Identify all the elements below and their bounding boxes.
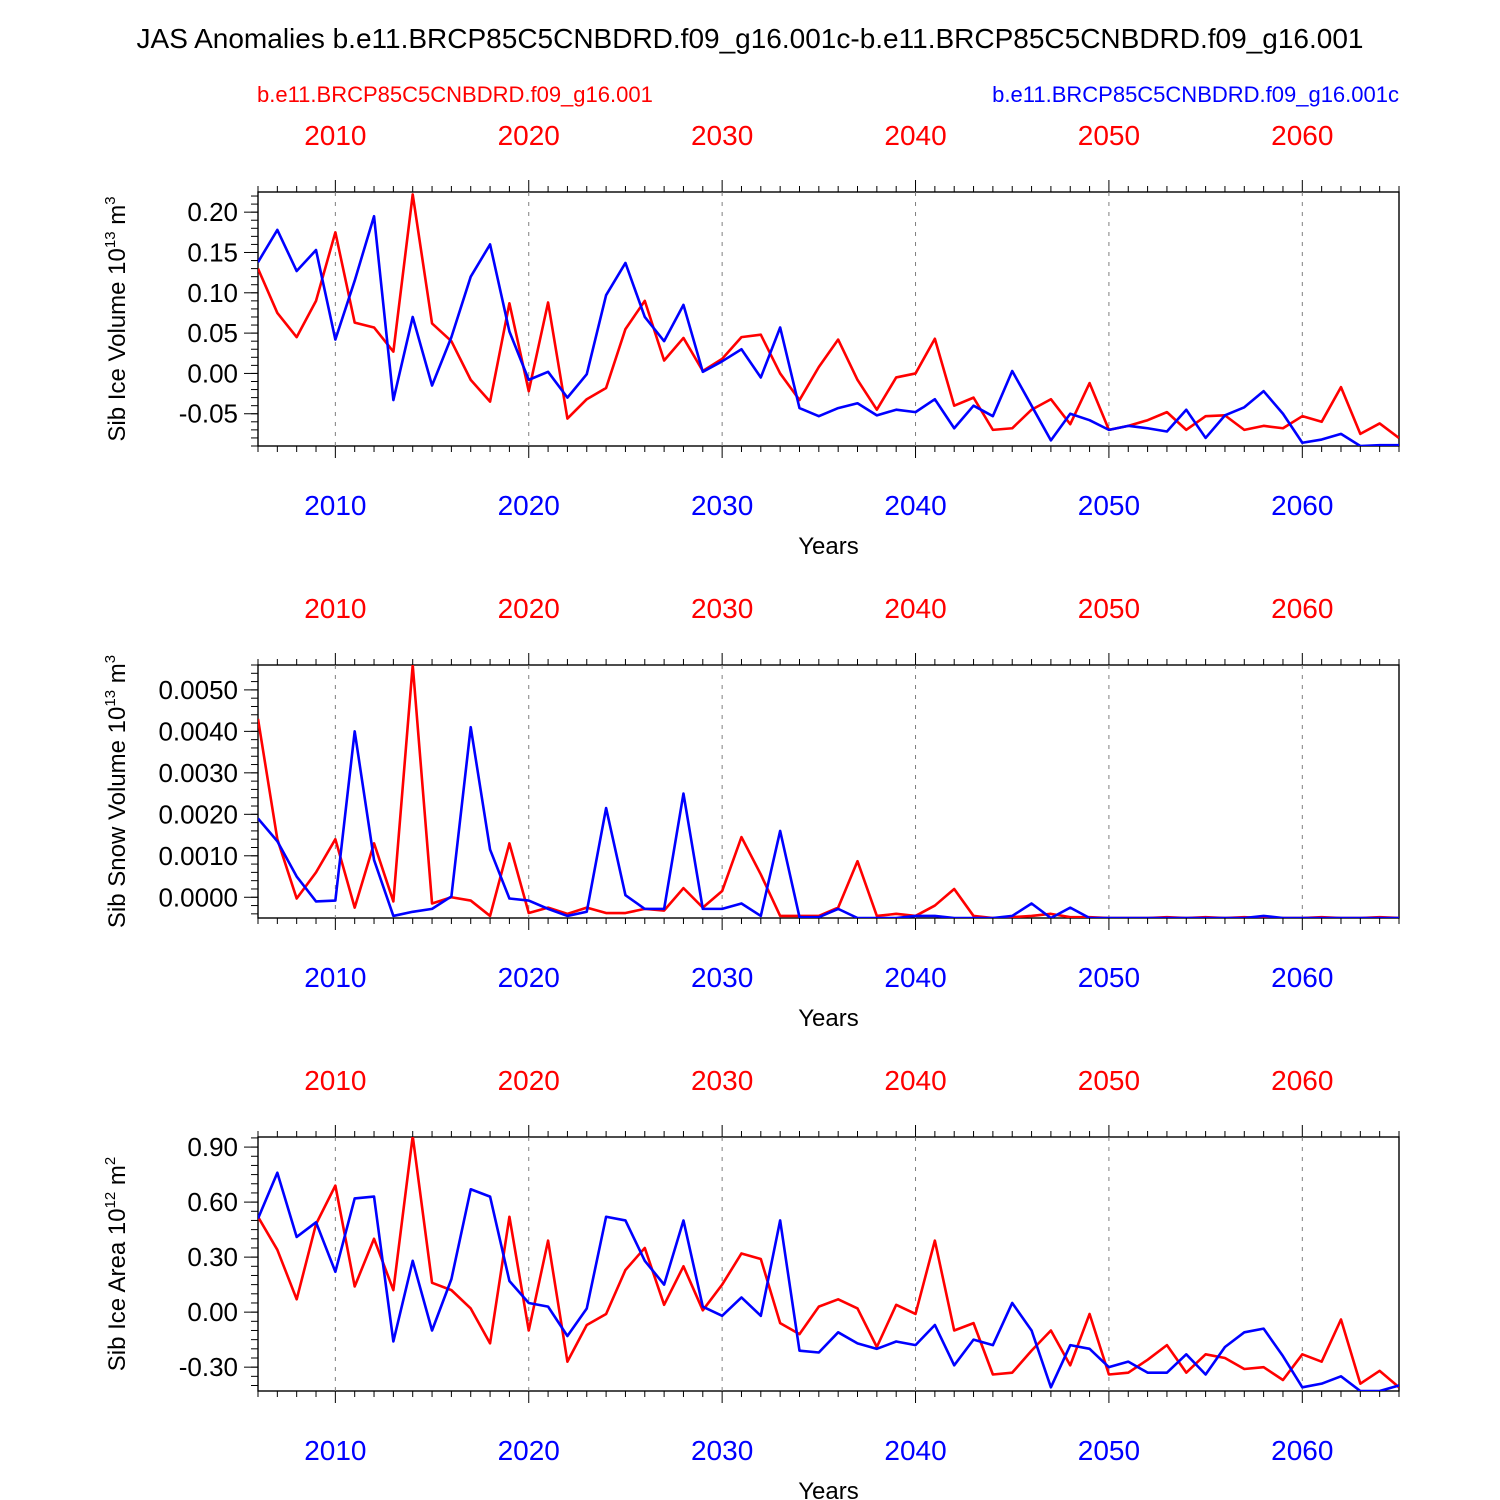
y-tick-label: -0.30 <box>179 1352 238 1382</box>
y-tick-label: 0.60 <box>187 1187 238 1217</box>
y-axis-label: Sib Ice Volume 1013 m3 <box>102 196 131 441</box>
series-line-red <box>258 193 1399 439</box>
x-tick-label-top: 2050 <box>1078 1065 1140 1096</box>
x-tick-label-bottom: 2050 <box>1078 1435 1140 1466</box>
series-line-red <box>258 665 1399 918</box>
x-tick-label-top: 2010 <box>304 1065 366 1096</box>
legend-blue-label: b.e11.BRCP85C5CNBDRD.f09_g16.001c <box>992 82 1399 107</box>
y-tick-label: 0.05 <box>187 318 238 348</box>
y-tick-label: 0.90 <box>187 1132 238 1162</box>
x-tick-label-top: 2060 <box>1271 593 1333 624</box>
x-tick-label-top: 2020 <box>498 593 560 624</box>
x-tick-label-top: 2040 <box>884 593 946 624</box>
y-tick-label: 0.00 <box>187 1297 238 1327</box>
y-tick-label: -0.05 <box>179 399 238 429</box>
x-tick-label-top: 2030 <box>691 120 753 151</box>
x-tick-label-bottom: 2020 <box>498 490 560 521</box>
x-tick-label-top: 2050 <box>1078 593 1140 624</box>
panel-2: 0.0050 0.0040 0.0030 0.0020 0.0010 0.0000 2010… <box>102 593 1400 1032</box>
series-line-red <box>258 1137 1399 1389</box>
x-tick-label-bottom: 2010 <box>304 1435 366 1466</box>
series-line-blue <box>258 1171 1399 1391</box>
x-tick-label-top: 2040 <box>884 1065 946 1096</box>
x-tick-label-bottom: 2030 <box>691 490 753 521</box>
x-tick-label-bottom: 2050 <box>1078 490 1140 521</box>
x-tick-label-top: 2020 <box>498 1065 560 1096</box>
plot-frame <box>257 1136 1400 1392</box>
legend-red-label: b.e11.BRCP85C5CNBDRD.f09_g16.001 <box>257 82 653 107</box>
x-tick-label-bottom: 2010 <box>304 490 366 521</box>
y-tick-label: 0.30 <box>187 1242 238 1272</box>
x-tick-label-bottom: 2060 <box>1271 962 1333 993</box>
x-tick-label-bottom: 2060 <box>1271 490 1333 521</box>
x-tick-label-bottom: 2050 <box>1078 962 1140 993</box>
panels: 0.20 0.15 0.10 0.05 0.00 -0.05 2010 2010 2020 202… <box>102 120 1400 1500</box>
y-axis-label-unit-exponent: 3 <box>102 196 119 204</box>
y-axis-label-text: Sib Ice Volume 10 <box>104 248 131 441</box>
x-tick-label-bottom: 2010 <box>304 962 366 993</box>
y-axis-label-unit: m <box>104 663 131 690</box>
x-axis-label: Years <box>798 1478 859 1500</box>
y-tick-label: 0.10 <box>187 278 238 308</box>
y-tick-label: 0.0040 <box>158 716 238 746</box>
y-tick-label: 0.15 <box>187 237 238 267</box>
x-tick-label-top: 2030 <box>691 593 753 624</box>
y-tick-label: 0.20 <box>187 197 238 227</box>
panel-3: 0.90 0.60 0.30 0.00 -0.30 2010 2010 2020 2020 203… <box>102 1065 1400 1500</box>
y-tick-label: 0.0030 <box>158 758 238 788</box>
y-axis-label-exponent: 13 <box>102 231 119 248</box>
x-tick-label-top: 2040 <box>884 120 946 151</box>
x-tick-label-top: 2010 <box>304 120 366 151</box>
x-tick-label-bottom: 2060 <box>1271 1435 1333 1466</box>
x-tick-label-top: 2060 <box>1271 1065 1333 1096</box>
x-tick-label-top: 2010 <box>304 593 366 624</box>
x-tick-label-top: 2050 <box>1078 120 1140 151</box>
x-tick-label-bottom: 2020 <box>498 962 560 993</box>
x-axis-label: Years <box>798 533 859 560</box>
x-tick-label-top: 2020 <box>498 120 560 151</box>
y-axis-label-exponent: 13 <box>102 690 119 707</box>
y-tick-label: 0.00 <box>187 358 238 388</box>
x-tick-label-bottom: 2040 <box>884 1435 946 1466</box>
x-axis-label: Years <box>798 1005 859 1032</box>
series-line-blue <box>258 725 1399 918</box>
y-axis-label-text: Sib Ice Area 10 <box>104 1208 131 1371</box>
y-axis-label: Sib Ice Area 1012 m2 <box>102 1157 131 1371</box>
x-tick-label-top: 2030 <box>691 1065 753 1096</box>
y-axis-label-unit: m <box>104 1165 131 1192</box>
y-axis-label-unit-exponent: 2 <box>102 1157 119 1165</box>
x-tick-label-bottom: 2020 <box>498 1435 560 1466</box>
y-tick-label: 0.0010 <box>158 841 238 871</box>
x-tick-label-bottom: 2040 <box>884 490 946 521</box>
chart-title: JAS Anomalies b.e11.BRCP85C5CNBDRD.f09_g… <box>137 23 1364 54</box>
y-axis-label-exponent: 12 <box>102 1192 119 1209</box>
y-tick-label: 0.0000 <box>158 882 238 912</box>
y-axis-label-text: Sib Snow Volume 10 <box>104 707 131 928</box>
y-axis-label-unit-exponent: 3 <box>102 655 119 663</box>
x-tick-label-bottom: 2030 <box>691 962 753 993</box>
x-tick-label-bottom: 2030 <box>691 1435 753 1466</box>
y-tick-label: 0.0050 <box>158 675 238 705</box>
y-axis-label: Sib Snow Volume 1013 m3 <box>102 655 131 928</box>
series-line-blue <box>258 214 1399 446</box>
plot-frame <box>257 664 1400 919</box>
x-tick-label-top: 2060 <box>1271 120 1333 151</box>
y-axis-label-unit: m <box>104 205 131 232</box>
plot-frame <box>257 191 1400 447</box>
panel-1: 0.20 0.15 0.10 0.05 0.00 -0.05 2010 2010 2020 202… <box>102 120 1400 560</box>
x-tick-label-bottom: 2040 <box>884 962 946 993</box>
y-tick-label: 0.0020 <box>158 799 238 829</box>
